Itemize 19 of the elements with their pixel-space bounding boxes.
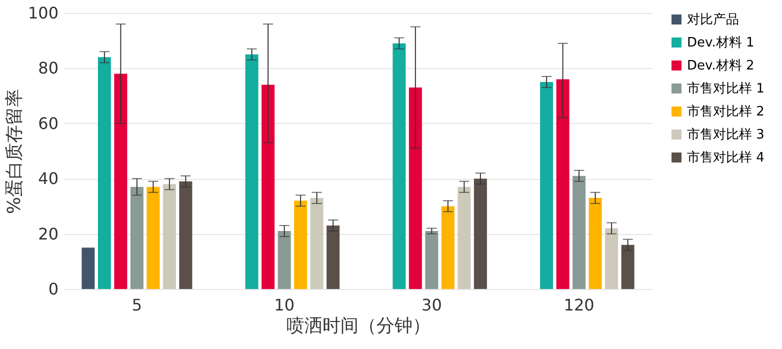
y-tick-label: 60: [38, 114, 58, 133]
y-tick-label: 100: [28, 4, 58, 22]
legend-label: 市售对比样 1: [687, 82, 764, 96]
y-tick-label: 20: [38, 224, 58, 244]
legend-label: 对比产品: [687, 12, 739, 28]
y-tick-label: 40: [38, 169, 58, 188]
x-tick-label: 30: [422, 296, 442, 314]
legend-label: Dev.材料 1: [687, 36, 754, 50]
y-axis-title: %蛋白质存留率: [4, 88, 25, 214]
y-tick-label: 80: [38, 58, 58, 78]
x-tick-label: 5: [132, 296, 142, 314]
x-axis-title: 喷洒时间（分钟）: [286, 316, 430, 336]
y-tick-label: 0: [48, 280, 58, 298]
legend-label: 市售对比样 3: [687, 128, 764, 142]
legend-label: 市售对比样 2: [687, 104, 764, 120]
x-tick-label: 120: [564, 296, 594, 314]
legend-label: Dev.材料 2: [687, 58, 754, 74]
x-tick-label: 10: [274, 296, 294, 314]
legend-label: 市售对比样 4: [687, 150, 764, 166]
